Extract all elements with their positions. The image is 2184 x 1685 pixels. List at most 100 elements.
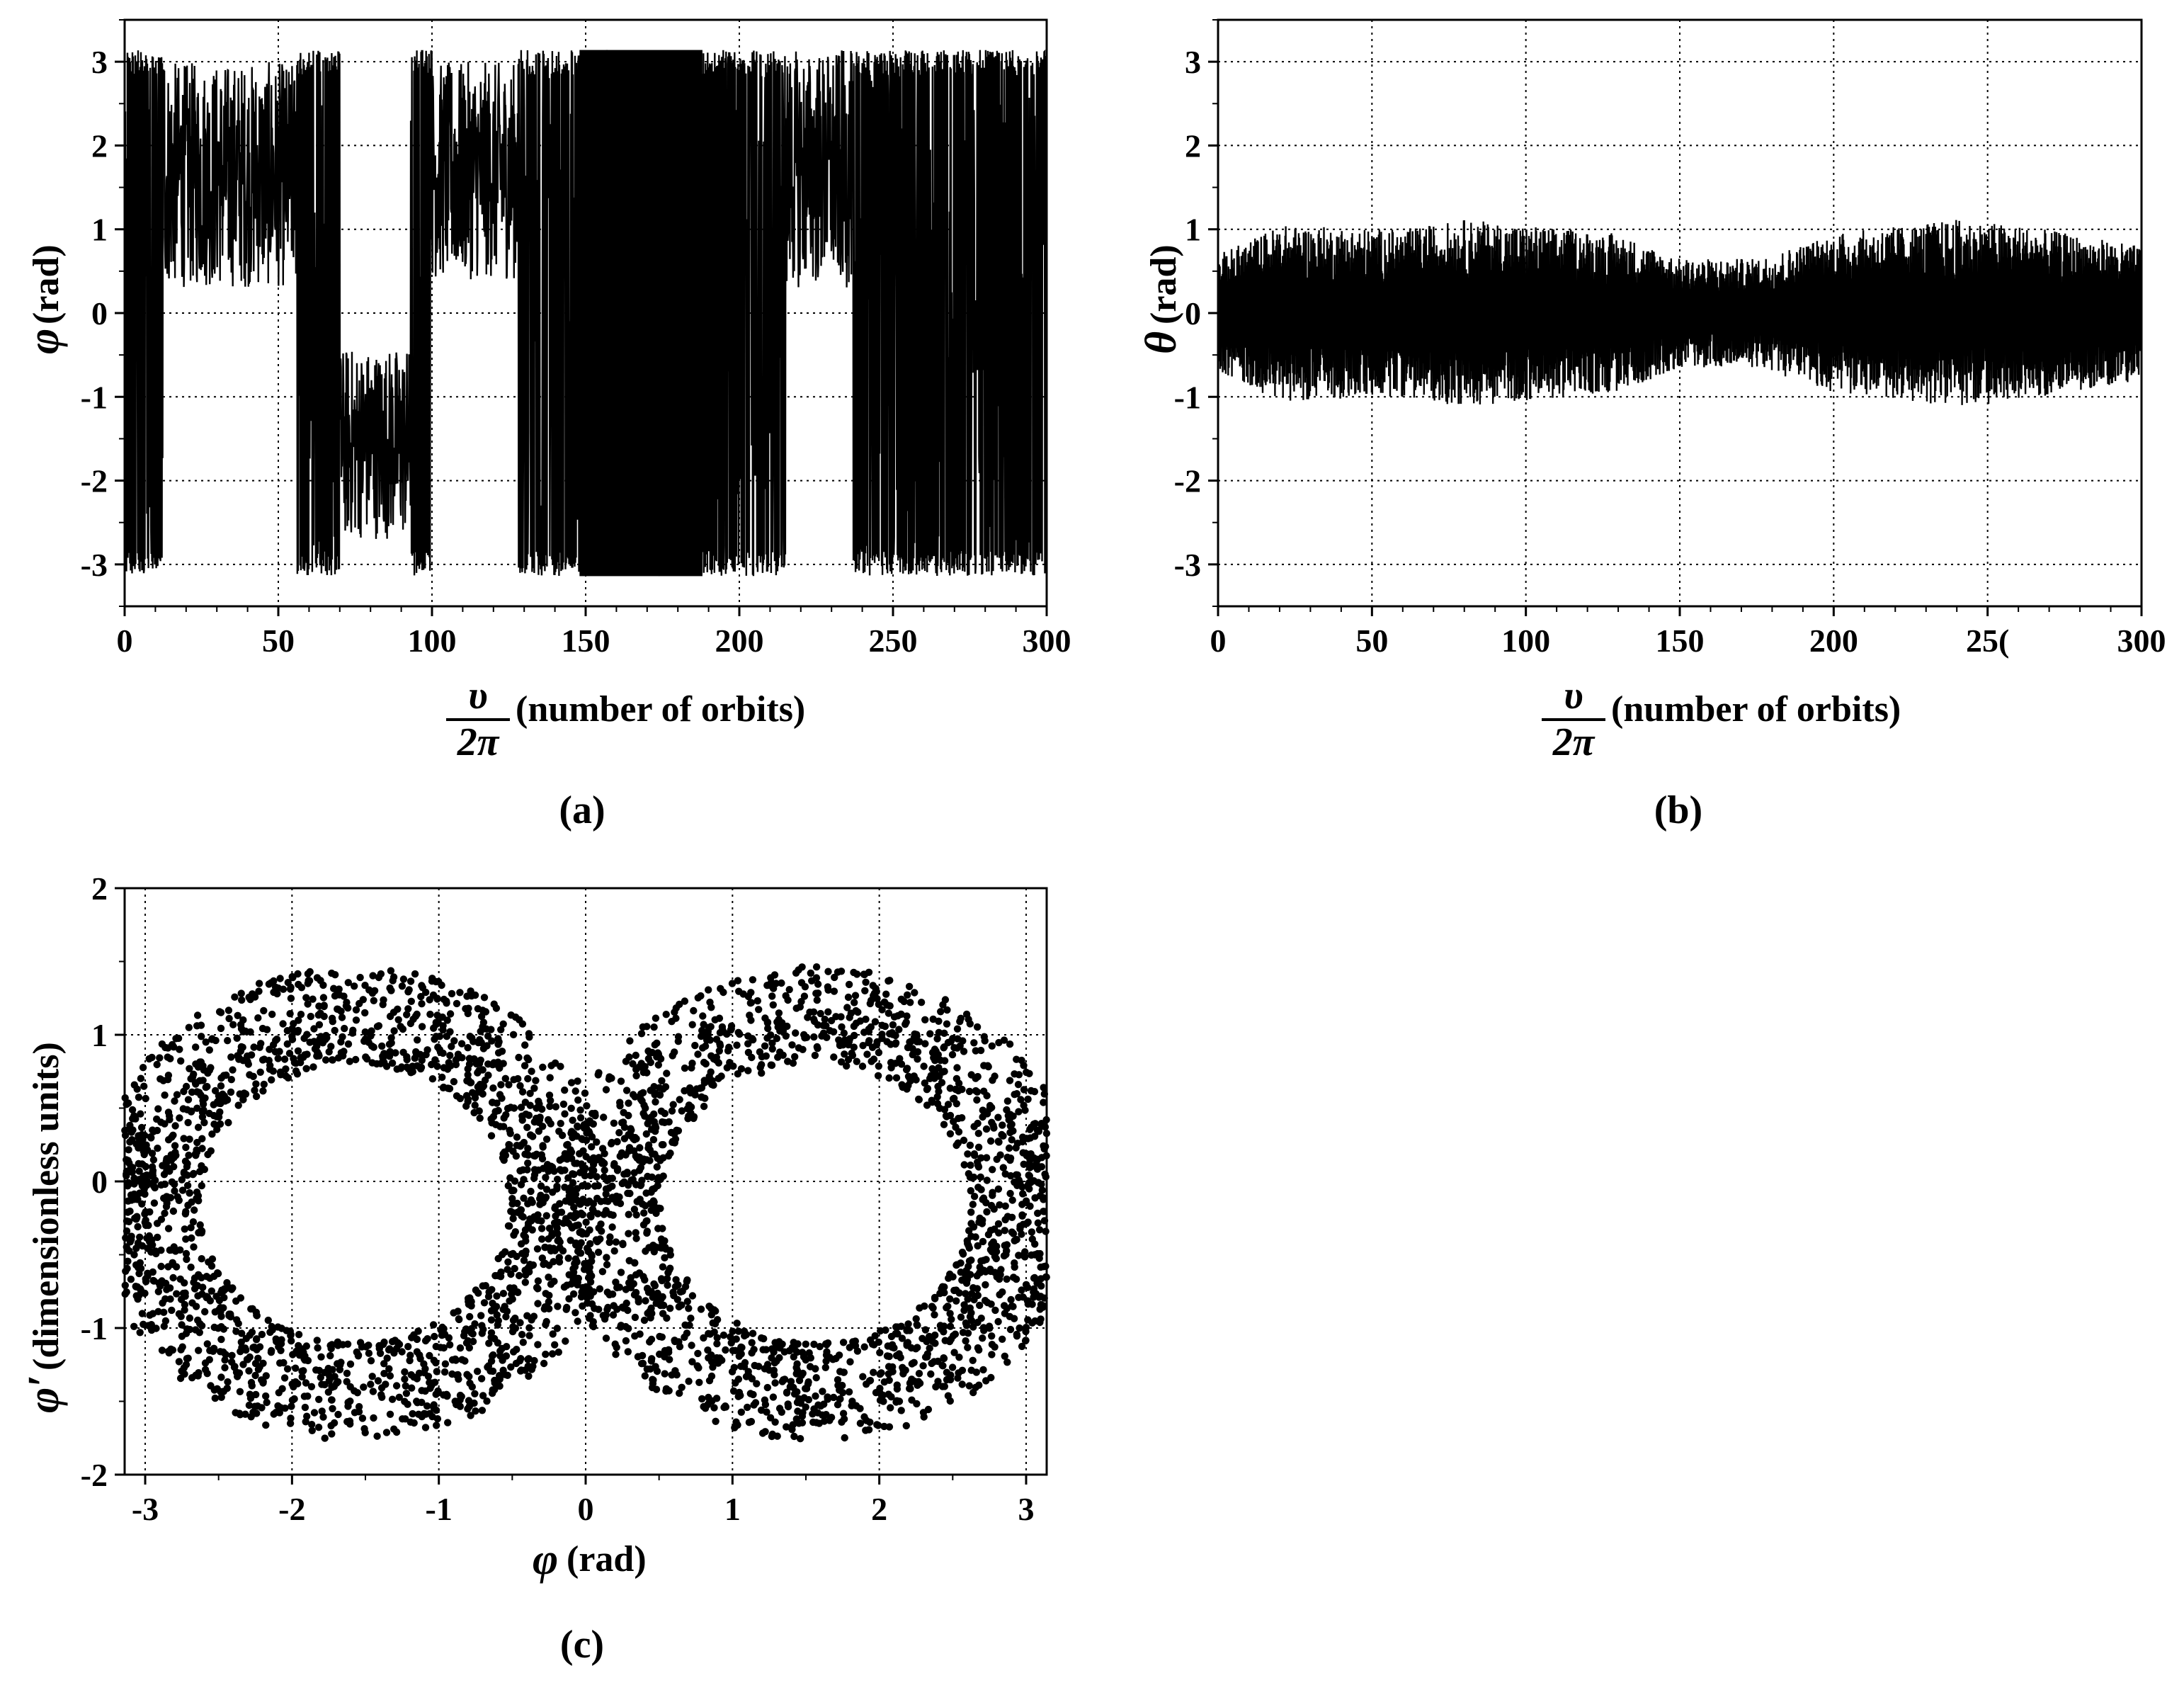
scatter-point	[892, 1060, 899, 1067]
scatter-point	[137, 1286, 145, 1294]
scatter-point	[684, 1115, 692, 1123]
panel-a-series	[123, 49, 1048, 577]
scatter-point	[275, 1409, 283, 1417]
scatter-point	[465, 1004, 472, 1012]
scatter-point	[220, 1325, 228, 1333]
scatter-point	[973, 1096, 981, 1104]
scatter-point	[285, 1050, 294, 1057]
scatter-point	[404, 1400, 411, 1408]
scatter-point	[502, 1352, 511, 1360]
scatter-point	[619, 1118, 627, 1126]
scatter-point	[170, 1163, 178, 1171]
scatter-point	[567, 1146, 574, 1154]
scatter-point	[1034, 1155, 1042, 1164]
scatter-point	[521, 1062, 529, 1070]
scatter-point	[438, 1329, 446, 1337]
scatter-point	[744, 1067, 752, 1074]
scatter-point	[590, 1167, 598, 1174]
scatter-point	[183, 1255, 190, 1264]
scatter-point	[686, 1087, 695, 1095]
scatter-point	[224, 1037, 232, 1045]
scatter-point	[981, 1037, 989, 1045]
scatter-point	[499, 1154, 507, 1162]
scatter-point	[746, 1011, 753, 1019]
scatter-point	[573, 1185, 581, 1193]
scatter-point	[756, 1064, 764, 1072]
scatter-point	[202, 1038, 210, 1046]
scatter-point	[582, 1290, 590, 1299]
scatter-point	[358, 1414, 367, 1422]
scatter-point	[602, 1086, 610, 1094]
scatter-point	[661, 1237, 669, 1245]
scatter-point	[588, 1143, 596, 1151]
scatter-point	[518, 1249, 526, 1258]
scatter-point	[245, 993, 253, 1002]
scatter-point	[188, 1234, 195, 1242]
scatter-point	[418, 1398, 426, 1407]
scatter-point	[681, 1333, 688, 1341]
scatter-point	[456, 1094, 465, 1103]
scatter-point	[188, 1088, 196, 1096]
scatter-point	[851, 999, 858, 1006]
scatter-point	[878, 1034, 886, 1043]
scatter-point	[258, 1024, 267, 1033]
scatter-point	[656, 1205, 664, 1213]
scatter-point	[479, 1045, 488, 1053]
scatter-point	[286, 1327, 294, 1335]
scatter-point	[724, 1043, 733, 1051]
scatter-point	[487, 1026, 495, 1033]
scatter-point	[656, 1244, 664, 1252]
scatter-point	[176, 1114, 183, 1122]
scatter-point	[298, 1367, 306, 1375]
scatter-point	[602, 1334, 610, 1342]
scatter-point	[644, 1144, 652, 1152]
scatter-point	[462, 1339, 471, 1347]
scatter-point	[1031, 1194, 1039, 1202]
scatter-point	[576, 1106, 584, 1114]
scatter-point	[763, 1361, 772, 1368]
scatter-point	[970, 1123, 978, 1130]
scatter-point	[222, 1351, 229, 1358]
scatter-point	[489, 1351, 497, 1359]
scatter-point	[763, 1034, 771, 1042]
scatter-point	[504, 1181, 512, 1190]
scatter-point	[972, 1074, 979, 1082]
scatter-point	[395, 1393, 403, 1402]
scatter-point	[440, 1083, 448, 1091]
scatter-point	[946, 1130, 955, 1138]
scatter-point	[700, 1102, 708, 1111]
scatter-point	[651, 1040, 659, 1049]
scatter-point	[624, 1348, 632, 1356]
scatter-point	[167, 1345, 175, 1354]
scatter-point	[519, 1339, 527, 1346]
y-tick-label: -2	[1174, 463, 1201, 499]
scatter-point	[524, 1356, 532, 1363]
scatter-point	[871, 1332, 879, 1340]
scatter-point	[958, 1380, 966, 1388]
scatter-point	[186, 1135, 193, 1143]
scatter-point	[334, 1410, 342, 1419]
scatter-point	[789, 1059, 797, 1067]
scatter-point	[671, 1135, 680, 1143]
scatter-point	[962, 1322, 971, 1329]
scatter-point	[310, 1025, 318, 1033]
scatter-point	[846, 1344, 854, 1351]
scatter-point	[940, 1043, 948, 1051]
scatter-point	[990, 1124, 998, 1132]
scatter-point	[403, 1063, 411, 1071]
y-tick-label: 0	[91, 1164, 108, 1200]
scatter-point	[785, 1346, 794, 1355]
scatter-point	[545, 1273, 552, 1281]
scatter-point	[1023, 1135, 1030, 1142]
scatter-point	[860, 1343, 868, 1351]
scatter-point	[616, 1200, 625, 1208]
scatter-point	[183, 1181, 192, 1190]
scatter-point	[966, 1020, 974, 1028]
scatter-point	[428, 1060, 436, 1069]
scatter-point	[510, 1076, 518, 1084]
scatter-point	[659, 1263, 667, 1271]
scatter-point	[534, 1277, 542, 1285]
scatter-point	[268, 1076, 275, 1084]
scatter-point	[845, 980, 853, 989]
scatter-point	[408, 1384, 416, 1392]
